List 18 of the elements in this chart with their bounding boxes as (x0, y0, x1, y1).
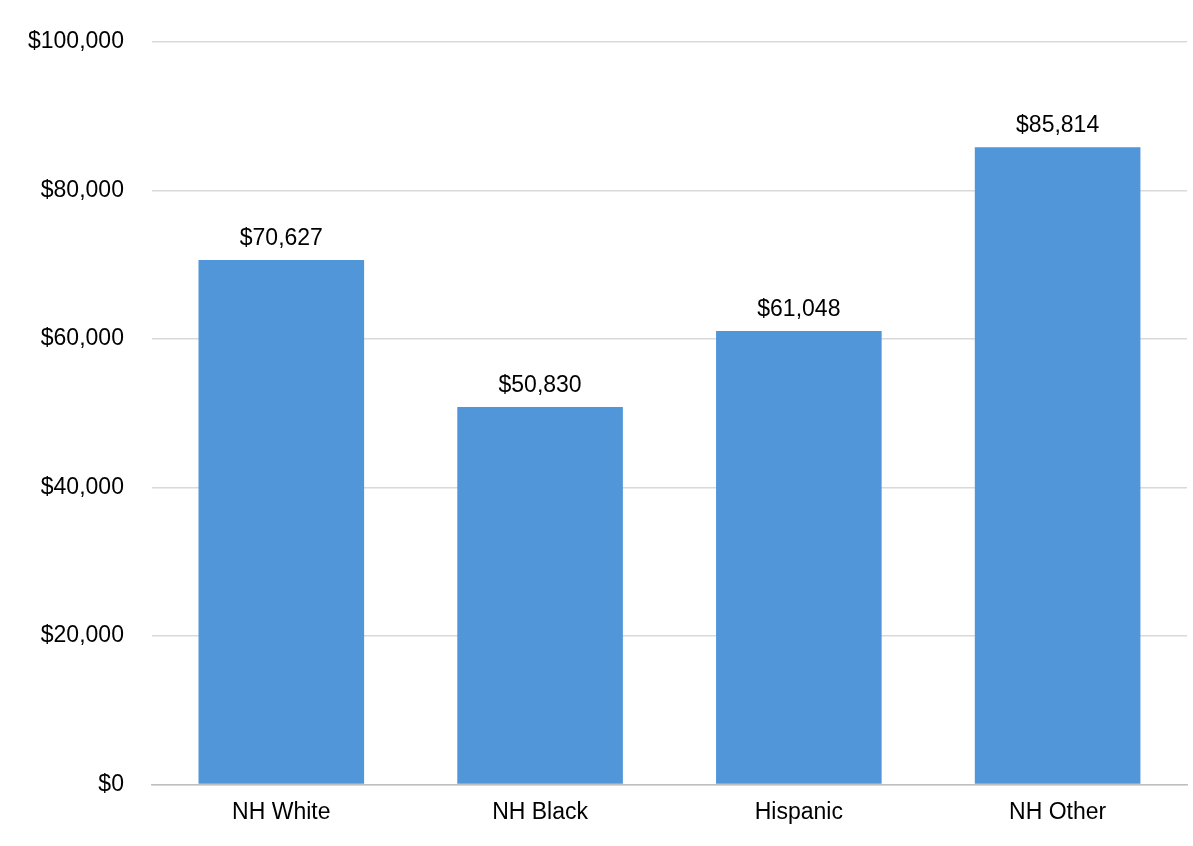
x-tick-label: Hispanic (754, 797, 843, 824)
bar (974, 147, 1141, 784)
data-label: $85,814 (1016, 110, 1100, 137)
y-tick-label: $0 (98, 769, 124, 796)
y-tick-label: $100,000 (27, 27, 124, 54)
data-label: $61,048 (757, 294, 841, 321)
data-label: $50,830 (498, 370, 582, 397)
x-tick-label: NH Other (1009, 797, 1107, 824)
data-label: $70,627 (239, 223, 323, 250)
x-tick-label: NH Black (492, 797, 589, 824)
bar (198, 259, 365, 784)
y-tick-label: $20,000 (40, 621, 124, 648)
y-tick-label: $60,000 (40, 324, 124, 351)
y-tick-label: $40,000 (40, 472, 124, 499)
bar (457, 406, 623, 784)
y-tick-label: $80,000 (40, 175, 124, 202)
x-tick-label: NH White (232, 797, 331, 824)
bar (716, 331, 882, 784)
